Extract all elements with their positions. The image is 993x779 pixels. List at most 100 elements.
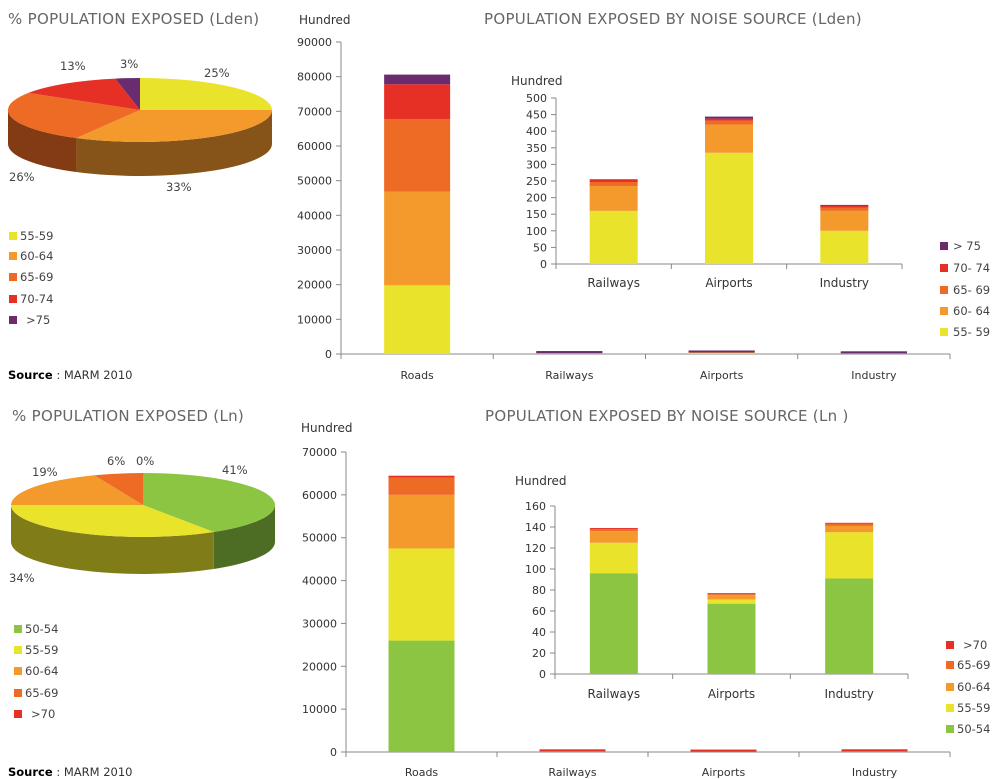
bar-industry-75: [820, 204, 869, 206]
legend-swatch-75: [940, 242, 948, 250]
bar-industry-60-64: [825, 525, 874, 533]
x-category-label-industry: Industry: [820, 276, 869, 290]
pie-slice-50-54: [143, 473, 275, 533]
legend-swatch-65-69: [14, 689, 22, 697]
bar-railways-65-69: [589, 181, 638, 186]
legend-swatch-75: [9, 316, 17, 324]
bar-railways-75: [536, 351, 603, 354]
bar-lden-inset-chart: Hundred 0 50 100 150 200 250 300 350 400 450 500 Ra…: [511, 74, 903, 290]
legend-swatch-65-69: [9, 273, 17, 281]
y-tick-label: 160: [525, 500, 546, 513]
pie-lden-chart: 25% 33% 26% 13% 3%: [8, 57, 273, 194]
pie-lden-slices: [8, 78, 273, 176]
y-tick-label: 80000: [297, 71, 332, 84]
y-tick-label: 20: [532, 647, 546, 660]
bar-roads-65-69: [384, 118, 451, 192]
legend-label-60-64: 60- 64: [953, 304, 990, 318]
pie-slice-75: [115, 78, 140, 110]
y-tick-label: 500: [526, 92, 547, 105]
y-tick-label: 0: [539, 668, 546, 681]
x-category-label-airports: Airports: [700, 369, 744, 382]
legend-label-55-59: 55-59: [25, 643, 58, 657]
bar-railways-60-64: [589, 185, 638, 211]
legend-label-55-59: 55-59: [957, 701, 990, 715]
bar-roads-60-64: [384, 191, 451, 286]
y-tick-label: 60000: [302, 489, 337, 502]
pie-lden-title: % POPULATION EXPOSED (Lden): [8, 10, 259, 28]
pie-side-55-59: [10, 505, 214, 575]
y-tick-label: 30000: [302, 617, 337, 630]
legend-label-55-59: 55-59: [20, 229, 53, 243]
source-note-bottom: Source : MARM 2010: [8, 765, 132, 779]
legend-swatch-50-54: [946, 725, 954, 733]
legend-label-60-64: 60-64: [25, 664, 58, 678]
x-category-label-industry: Industry: [852, 766, 898, 779]
axes: 0 10000 20000 30000 40000 50000 60000 70000 8000…: [297, 36, 951, 382]
pie-ln-label-65-69: 6%: [107, 454, 125, 468]
pie-slice-60-64: [76, 110, 273, 142]
legend-label-70: >70: [31, 707, 55, 721]
bar-industry-70: [841, 749, 908, 752]
bar-lden-legend: > 75 70- 74 65- 69 60- 64 55- 59: [940, 239, 990, 339]
bar-industry-55-59: [825, 532, 874, 579]
pie-slice-70-74: [28, 78, 140, 110]
y-tick-label: 150: [526, 208, 547, 221]
legend-label-50-54: 50-54: [25, 622, 58, 636]
y-tick-label: 200: [526, 192, 547, 205]
bar-railways-70-74: [589, 180, 638, 182]
legend-swatch-65-69: [946, 661, 954, 669]
bar-roads-50-54: [388, 640, 455, 752]
pie-ln-title: % POPULATION EXPOSED (Ln): [12, 407, 244, 425]
legend-label-65-69: 65-69: [25, 686, 58, 700]
y-tick-label: 0: [330, 746, 337, 759]
x-category-label-industry: Industry: [824, 687, 873, 701]
bar-roads-70: [388, 475, 455, 478]
x-category-label-roads: Roads: [400, 369, 434, 382]
x-category-label-railways: Railways: [588, 687, 641, 701]
bar-roads-70-74: [384, 84, 451, 119]
bar-ln-legend: >70 65-69 60-64 55-59 50-54: [946, 638, 990, 736]
bar-industry-70-74: [820, 205, 869, 208]
bar-industry-75: [840, 351, 907, 354]
y-tick-label: 100: [525, 563, 546, 576]
pie-ln-label-50-54: 41%: [222, 463, 248, 477]
bar-railways-55-59: [589, 542, 638, 574]
bar-airports-65-69: [705, 120, 753, 125]
bar-industry-55-59: [820, 230, 869, 264]
x-category-label-airports: Airports: [702, 766, 746, 779]
y-tick-label: 350: [526, 142, 547, 155]
y-tick-label: 60: [532, 605, 546, 618]
legend-label-75: >75: [26, 313, 50, 327]
pie-ln-label-70: 0%: [136, 454, 154, 468]
pie-ln-label-55-59: 34%: [9, 571, 35, 585]
bar-ln-inset-y-unit: Hundred: [515, 474, 567, 488]
bar-airports-65-69: [707, 594, 756, 596]
legend-label-75: > 75: [953, 239, 981, 253]
source-label: Source: [8, 368, 53, 382]
pie-ln-legend: 50-54 55-59 60-64 65-69 >70: [14, 622, 58, 721]
y-tick-label: 20000: [302, 660, 337, 673]
legend-swatch-60-64: [9, 252, 17, 260]
legend-swatch-55-59: [9, 232, 17, 240]
legend-swatch-55-59: [14, 646, 22, 654]
pie-slice-65-69: [94, 473, 143, 505]
pie-lden-label-55-59: 25%: [204, 66, 230, 80]
y-tick-label: 40000: [302, 575, 337, 588]
source-text: : MARM 2010: [53, 765, 133, 779]
bar-roads-60-64: [388, 494, 455, 549]
bar-lden-inset-plot: 0 50 100 150 200 250 300 350 400 450 500 Railways Ai…: [526, 92, 903, 290]
x-category-label-railways: Railways: [587, 276, 640, 290]
legend-swatch-60-64: [940, 307, 948, 315]
bar-industry-65-69: [825, 523, 874, 526]
x-category-label-roads: Roads: [405, 766, 439, 779]
axes: 0 10000 20000 30000 40000 50000 60000 70000 Road…: [302, 446, 951, 779]
legend-swatch-70-74: [9, 295, 17, 303]
y-tick-label: 50000: [302, 532, 337, 545]
bar-railways-70: [589, 528, 638, 530]
pie-slice-60-64: [11, 475, 143, 505]
y-tick-label: 30000: [297, 244, 332, 257]
bar-roads-55-59: [388, 548, 455, 641]
pie-lden-legend: 55-59 60-64 65-69 70-74 >75: [9, 229, 53, 327]
legend-label-70-74: 70-74: [20, 292, 53, 306]
